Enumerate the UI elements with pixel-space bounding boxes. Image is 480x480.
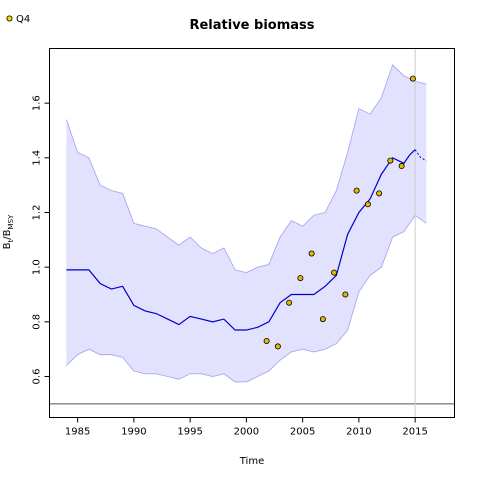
y-tick-label: 1.2 [32, 205, 43, 221]
data-point [274, 343, 281, 350]
y-tick-label: 0.8 [32, 314, 43, 330]
plot-frame [49, 48, 455, 418]
confidence-band [66, 64, 427, 382]
data-point [319, 316, 326, 323]
y-axis-label-sub2: MSY [7, 214, 15, 229]
y-axis: 0.6 0.8 1.0 1.2 1.4 1.6 [32, 95, 50, 384]
x-tick-label: 1985 [65, 427, 90, 438]
data-point [308, 250, 315, 257]
legend: Q4 [6, 14, 30, 25]
chart-title: Relative biomass [189, 18, 314, 33]
data-point [297, 275, 304, 282]
data-point [387, 157, 394, 164]
x-tick-label: 2010 [346, 427, 371, 438]
data-point [331, 269, 338, 276]
y-axis-label-sub1: t [7, 239, 15, 242]
data-point [342, 291, 349, 298]
y-tick-label: 0.6 [32, 369, 43, 385]
legend-marker-q4 [6, 15, 13, 22]
x-tick-label: 1995 [177, 427, 202, 438]
y-axis-label-mid: /B [2, 229, 13, 239]
plot-area [49, 48, 455, 418]
x-tick-label: 2015 [402, 427, 427, 438]
band-upper-line [65, 64, 427, 274]
y-axis-label: Bt/BMSY [2, 214, 15, 249]
y-axis-label-main: B [2, 242, 13, 249]
x-tick-label: 2000 [234, 427, 259, 438]
x-tick-label: 1990 [121, 427, 146, 438]
data-point [364, 201, 371, 208]
data-point [263, 337, 270, 344]
data-point [409, 75, 416, 82]
x-axis-label: Time [239, 456, 264, 467]
projection-line [414, 149, 427, 162]
y-tick-label: 1.4 [32, 150, 43, 166]
y-tick-label: 1.6 [32, 95, 43, 111]
band-lower-line [66, 214, 427, 383]
data-point [353, 187, 360, 194]
x-axis: 1985 1990 1995 2000 2005 2010 2015 [65, 417, 428, 438]
x-tick-label: 2005 [290, 427, 315, 438]
data-point [286, 299, 293, 306]
data-point [376, 190, 383, 197]
legend-label-q4: Q4 [16, 14, 30, 25]
data-point [398, 163, 405, 170]
y-tick-label: 1.0 [32, 259, 43, 275]
